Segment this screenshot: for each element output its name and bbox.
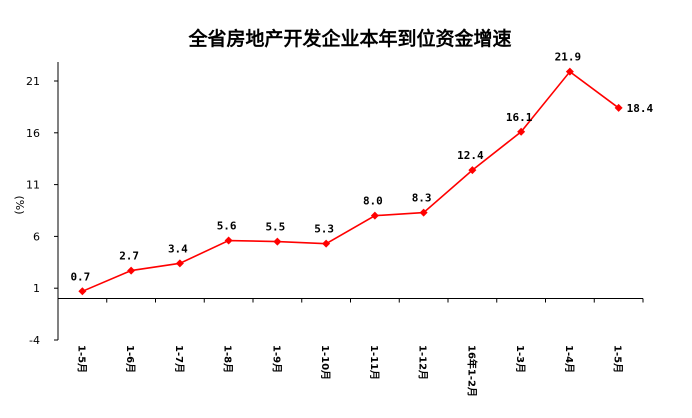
x-tick-label: 16年1-2月 — [465, 345, 478, 397]
data-point-marker — [517, 127, 526, 136]
data-label: 2.7 — [119, 250, 139, 263]
data-labels: 0.7 2.7 3.4 5.6 5.5 5.3 8.0 8.3 12.4 16.1 21.9 18.4 — [70, 51, 653, 284]
data-label: 21.9 — [555, 51, 582, 64]
data-point-marker — [468, 166, 477, 175]
data-point-marker — [419, 208, 428, 217]
data-label: 8.3 — [412, 192, 432, 205]
x-tick-label: 1-8月 — [222, 345, 234, 373]
y-tick-label: -4 — [29, 334, 40, 347]
x-tick-label: 1-6月 — [124, 345, 136, 373]
x-tick-label: 1-12月 — [417, 345, 429, 380]
x-tick-label: 1-4月 — [563, 345, 575, 373]
y-tick-label: 21 — [26, 75, 40, 88]
data-point-marker — [273, 237, 282, 246]
y-tick-label: 1 — [33, 282, 40, 295]
x-tick-label: 1-9月 — [270, 345, 282, 373]
data-label: 5.6 — [217, 220, 237, 233]
x-tick-label: 1-10月 — [319, 345, 331, 380]
data-point-marker — [78, 287, 87, 296]
data-label: 3.4 — [168, 242, 188, 255]
data-point-marker — [127, 266, 136, 275]
data-label: 18.4 — [627, 102, 654, 115]
data-label: 16.1 — [506, 111, 533, 124]
axes: 21 16 11 6 1 -4 1-5月 1-6月 1-7月 1-8月 1-9月 1-10月 1-11月… — [26, 62, 644, 397]
data-point-marker — [224, 236, 233, 245]
series-line — [82, 70, 620, 293]
data-point-marker — [370, 211, 379, 220]
x-tick-label: 1-7月 — [173, 345, 185, 373]
x-tick-label: 1-3月 — [514, 345, 526, 373]
chart-title: 全省房地产开发企业本年到位资金增速 — [187, 27, 511, 50]
y-axis-label: (%) — [13, 195, 26, 214]
y-tick-label: 6 — [33, 230, 40, 243]
y-tick-label: 16 — [26, 127, 40, 140]
x-tick-label: 1-11月 — [368, 345, 380, 380]
data-label: 8.0 — [363, 195, 383, 208]
series-lines — [78, 67, 623, 296]
data-point-marker — [565, 67, 574, 76]
data-label: 12.4 — [457, 149, 484, 162]
data-label: 0.7 — [70, 270, 90, 283]
x-tick-label: 1-5月 — [612, 345, 624, 373]
data-point-marker — [322, 239, 331, 248]
data-label: 5.3 — [314, 223, 334, 236]
y-tick-label: 11 — [26, 179, 40, 192]
data-point-marker — [614, 103, 623, 112]
data-label: 5.5 — [265, 221, 285, 234]
data-point-marker — [175, 259, 184, 268]
x-tick-label: 1-5月 — [75, 345, 87, 373]
